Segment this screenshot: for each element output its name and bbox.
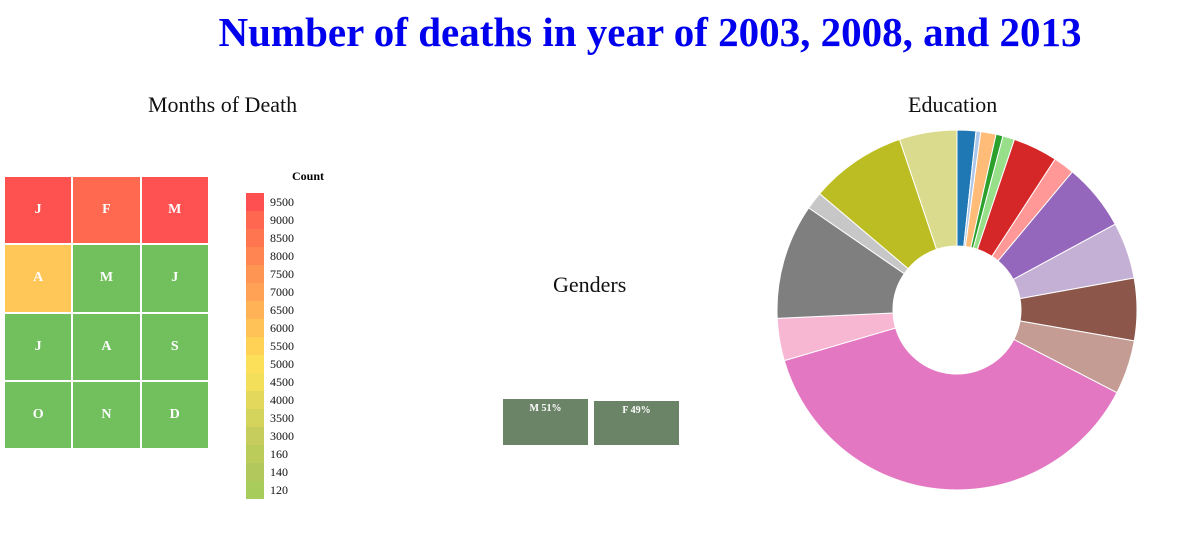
page-title: Number of deaths in year of 2003, 2008, … bbox=[218, 9, 1082, 55]
month-cell: S bbox=[140, 312, 209, 381]
month-cell: O bbox=[4, 380, 73, 450]
legend-label: 9000 bbox=[270, 213, 294, 227]
legend-label: 140 bbox=[270, 465, 288, 479]
month-cell: D bbox=[140, 380, 209, 450]
legend-item: 3000 bbox=[246, 427, 366, 445]
legend-label: 9500 bbox=[270, 195, 294, 209]
legend-swatch bbox=[246, 301, 264, 319]
month-cell: M bbox=[140, 176, 209, 245]
month-cell: J bbox=[140, 244, 209, 313]
month-cell: A bbox=[4, 244, 73, 313]
legend-swatch bbox=[246, 355, 264, 373]
legend-swatch bbox=[246, 319, 264, 337]
legend-swatch bbox=[246, 247, 264, 265]
legend-item: 5000 bbox=[246, 355, 366, 373]
legend-swatch bbox=[246, 337, 264, 355]
legend-swatch bbox=[246, 283, 264, 301]
months-chart-title: Months of Death bbox=[148, 92, 298, 117]
legend-label: 160 bbox=[270, 447, 288, 461]
legend-swatch bbox=[246, 445, 264, 463]
gender-bar-f: F 49% bbox=[593, 399, 680, 446]
legend-swatch bbox=[246, 265, 264, 283]
month-cell: M bbox=[72, 244, 141, 313]
legend-label: 8000 bbox=[270, 249, 294, 263]
legend-label: 5500 bbox=[270, 339, 294, 353]
legend-item: 9000 bbox=[246, 211, 366, 229]
month-cell: J bbox=[4, 176, 73, 245]
legend-item: 4500 bbox=[246, 373, 366, 391]
legend-item: 5500 bbox=[246, 337, 366, 355]
legend-item: 120 bbox=[246, 481, 366, 499]
legend-item: 6000 bbox=[246, 319, 366, 337]
legend-label: 7000 bbox=[270, 285, 294, 299]
legend-item: 7500 bbox=[246, 265, 366, 283]
legend-title: Count bbox=[292, 169, 325, 183]
legend-item: 7000 bbox=[246, 283, 366, 301]
education-slice-11 bbox=[783, 327, 1118, 491]
legend-label: 5000 bbox=[270, 357, 294, 371]
legend-swatch bbox=[246, 481, 264, 499]
legend-swatch bbox=[246, 211, 264, 229]
month-cell: F bbox=[72, 176, 141, 245]
legend-label: 3500 bbox=[270, 411, 294, 425]
legend-item: 3500 bbox=[246, 409, 366, 427]
gender-bar-m: M 51% bbox=[502, 398, 589, 446]
legend-swatch bbox=[246, 391, 264, 409]
month-cell: J bbox=[4, 312, 73, 381]
legend-swatch bbox=[246, 463, 264, 481]
legend-swatch bbox=[246, 409, 264, 427]
legend-label: 6500 bbox=[270, 303, 294, 317]
legend-item: 4000 bbox=[246, 391, 366, 409]
education-donut-chart bbox=[776, 129, 1138, 491]
legend-swatch bbox=[246, 193, 264, 211]
legend-swatch bbox=[246, 427, 264, 445]
legend-swatch bbox=[246, 229, 264, 247]
genders-chart-title: Genders bbox=[553, 272, 627, 297]
count-legend: Count 9500 9000 8500 8000 7500 7000 6500 6000 55… bbox=[246, 166, 366, 506]
education-slice-16 bbox=[898, 129, 958, 250]
legend-label: 120 bbox=[270, 483, 288, 497]
legend-label: 3000 bbox=[270, 429, 294, 443]
legend-item: 6500 bbox=[246, 301, 366, 319]
legend-label: 8500 bbox=[270, 231, 294, 245]
legend-label: 7500 bbox=[270, 267, 294, 281]
legend-swatch bbox=[246, 373, 264, 391]
legend-item: 8000 bbox=[246, 247, 366, 265]
legend-label: 6000 bbox=[270, 321, 294, 335]
legend-item: 9500 bbox=[246, 193, 366, 211]
genders-bar-chart: M 51% F 49% bbox=[502, 398, 682, 448]
legend-item: 160 bbox=[246, 445, 366, 463]
legend-label: 4500 bbox=[270, 375, 294, 389]
education-chart-title: Education bbox=[908, 92, 998, 117]
month-cell: A bbox=[72, 312, 141, 381]
legend-label: 4000 bbox=[270, 393, 294, 407]
legend-item: 140 bbox=[246, 463, 366, 481]
legend-item: 8500 bbox=[246, 229, 366, 247]
month-cell: N bbox=[72, 380, 141, 450]
